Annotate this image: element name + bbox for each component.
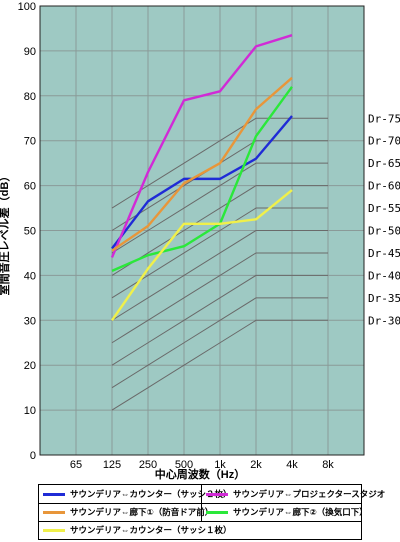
- plot-frame: [39, 5, 365, 456]
- dr-curve-0: [111, 117, 328, 209]
- legend-swatch-0: [43, 492, 65, 496]
- series-line-4: [111, 189, 293, 321]
- y-tick-labels: 0 10 20 30 40 50 60 70 80 90 100: [18, 1, 36, 462]
- dr-label-3: Dr-60: [368, 180, 400, 193]
- legend-item-1: サウンデリア⇔プロジェクタースタジオ: [202, 485, 385, 503]
- x-tick-4: 500: [175, 459, 193, 471]
- dr-curve-9: [111, 319, 328, 411]
- y-tick-0: 0: [30, 450, 36, 462]
- dr-curve-6: [111, 252, 328, 344]
- dr-label-5: Dr-50: [368, 225, 400, 238]
- x-tick-1: 65: [70, 459, 82, 471]
- y-tick-7: 70: [24, 136, 36, 148]
- y-tick-3: 30: [24, 315, 36, 327]
- legend-swatch-2: [43, 510, 65, 514]
- y-tick-6: 60: [24, 181, 36, 193]
- x-axis-label: 中心周波数（Hz）: [155, 467, 245, 481]
- y-tick-8: 80: [24, 91, 36, 103]
- x-tick-7: 4k: [286, 459, 298, 471]
- legend: サウンデリア⇔カウンター（サッシ２枚） サウンデリア⇔プロジェクタースタジオ サ…: [38, 484, 385, 540]
- dr-label-9: Dr-30: [368, 314, 400, 327]
- x-tick-labels: 65 125 250 500 1k 2k 4k 8k: [70, 459, 334, 471]
- legend-label-4: サウンデリア⇔カウンター（サッシ１枚）: [70, 525, 232, 535]
- dr-reference-curves: [111, 117, 328, 411]
- x-tick-2: 125: [103, 459, 121, 471]
- y-tick-10: 100: [18, 1, 36, 13]
- series-line-0: [111, 115, 293, 250]
- dr-curve-2: [111, 162, 328, 254]
- dr-curve-5: [111, 230, 328, 321]
- series-line-1: [110, 34, 293, 258]
- dr-curve-3: [111, 185, 328, 276]
- dr-curve-4: [111, 207, 328, 299]
- plot-border: [39, 5, 365, 456]
- dr-label-2: Dr-65: [368, 157, 400, 170]
- dr-labels: Dr-75 Dr-70 Dr-65 Dr-60 Dr-55 Dr-50 Dr-45 Dr-40…: [368, 112, 400, 327]
- legend-divider: [201, 485, 202, 521]
- y-tick-9: 90: [24, 46, 36, 58]
- legend-item-4: サウンデリア⇔カウンター（サッシ１枚）: [39, 521, 232, 539]
- dr-label-4: Dr-55: [368, 202, 400, 215]
- dr-curve-8: [111, 297, 328, 389]
- legend-swatch-4: [43, 528, 65, 532]
- y-axis-label: 室間音圧レベル差（dB）: [0, 171, 11, 296]
- legend-item-3: サウンデリア⇔廊下②（換気口下）: [202, 503, 368, 521]
- data-series: [110, 34, 293, 321]
- legend-label-1: サウンデリア⇔プロジェクタースタジオ: [233, 489, 386, 499]
- dr-label-0: Dr-75: [368, 112, 400, 125]
- x-tick-3: 250: [139, 459, 157, 471]
- legend-swatch-1: [206, 492, 228, 496]
- legend-item-0: サウンデリア⇔カウンター（サッシ２枚）: [39, 485, 232, 503]
- dr-curve-7: [111, 274, 328, 366]
- legend-swatch-3: [206, 510, 228, 514]
- legend-label-0: サウンデリア⇔カウンター（サッシ２枚）: [70, 489, 232, 499]
- legend-label-3: サウンデリア⇔廊下②（換気口下）: [233, 507, 368, 517]
- dr-label-6: Dr-45: [368, 247, 400, 260]
- y-tick-1: 10: [24, 405, 36, 417]
- x-tick-8: 8k: [322, 459, 334, 471]
- dr-label-8: Dr-35: [368, 292, 400, 305]
- dr-label-1: Dr-70: [368, 135, 400, 148]
- legend-item-2: サウンデリア⇔廊下①（防音ドア前）: [39, 503, 213, 521]
- y-tick-2: 20: [24, 360, 36, 372]
- y-tick-4: 40: [24, 270, 36, 282]
- x-tick-5: 1k: [214, 459, 226, 471]
- series-line-3: [111, 86, 293, 273]
- dr-label-7: Dr-40: [368, 269, 400, 282]
- series-line-2: [111, 76, 293, 252]
- y-tick-5: 50: [24, 226, 36, 238]
- x-tick-6: 2k: [250, 459, 262, 471]
- legend-label-2: サウンデリア⇔廊下①（防音ドア前）: [70, 507, 214, 517]
